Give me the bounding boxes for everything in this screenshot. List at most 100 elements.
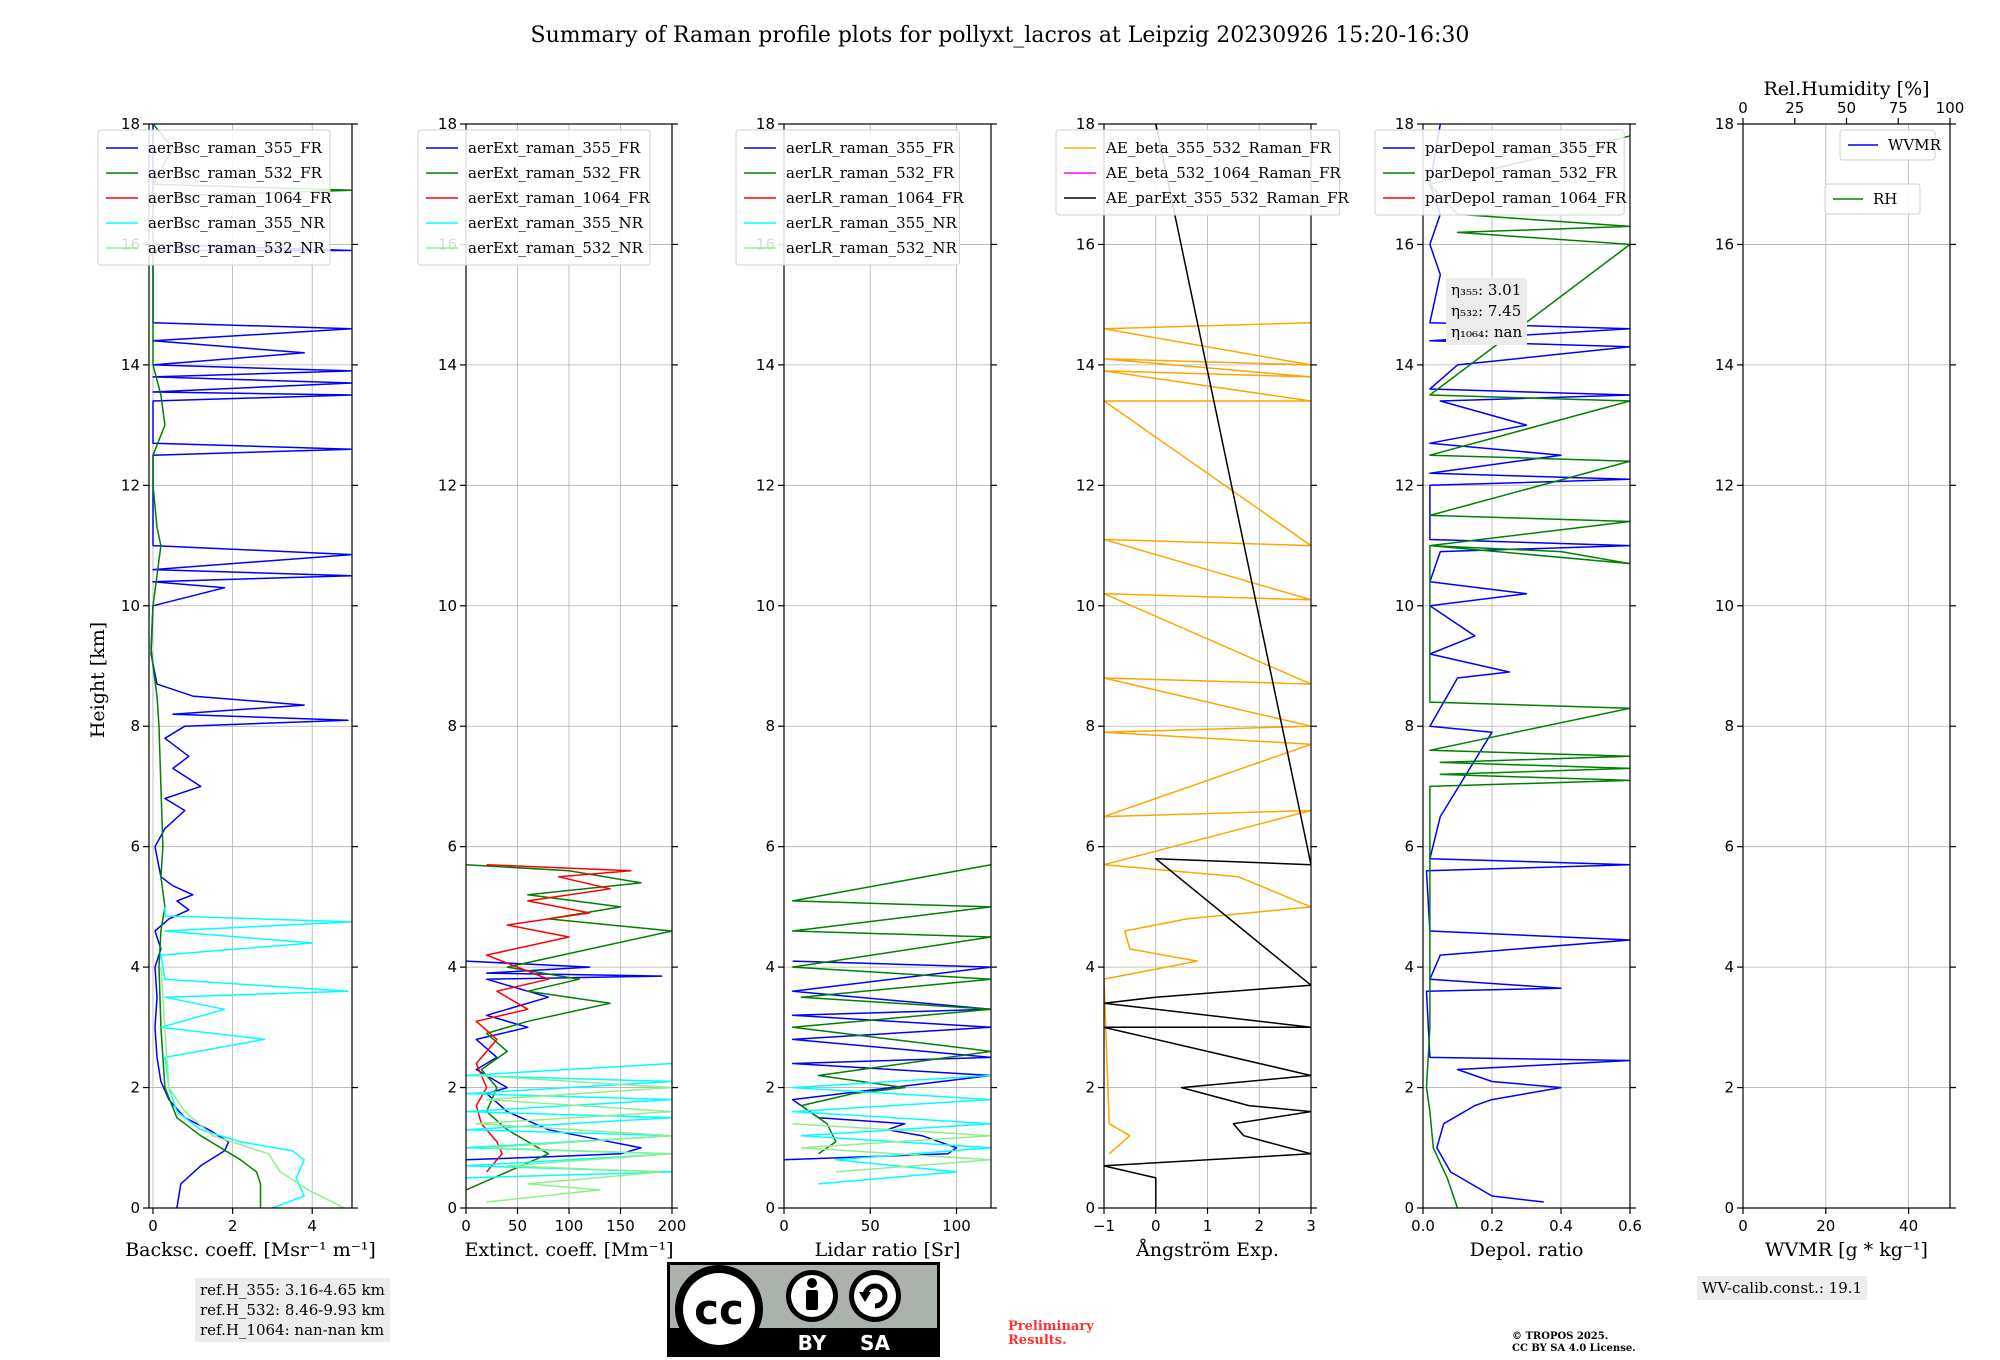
x-tick-label: 1 [1203, 1217, 1213, 1235]
top-x-tick-label: 25 [1785, 99, 1804, 117]
legend-ext: aerExt_raman_355_FR aerExt_raman_532_FRae… [417, 129, 651, 266]
copyright-note: © TROPOS 2025. CC BY SA 4.0 License. [1512, 1331, 1636, 1355]
panel-bsc: 024681012141618024Backsc. coeff. [Msr⁻¹ … [97, 115, 376, 1261]
x-tick-label: 3 [1306, 1217, 1316, 1235]
by-person-head-icon [807, 1278, 817, 1288]
top-x-tick-label: 100 [1936, 99, 1965, 117]
legend-label: aerBsc_raman_1064_FR [148, 189, 332, 207]
y-tick-label: 10 [438, 597, 457, 615]
ref-height-355: ref.H_355: 3.16-4.65 km [200, 1281, 385, 1299]
legend-lr: aerLR_raman_355_FR aerLR_raman_532_FR aerL… [735, 129, 964, 266]
top-x-tick-label: 75 [1889, 99, 1908, 117]
x-tick-label: 0 [779, 1217, 789, 1235]
legend-box [417, 129, 651, 266]
ref-height-532: ref.H_532: 8.46-9.93 km [200, 1301, 385, 1319]
cc-sa-label: SA [860, 1331, 890, 1355]
y-tick-label: 16 [1076, 235, 1095, 253]
y-tick-label: 0 [447, 1199, 457, 1217]
x-tick-label: 50 [508, 1217, 527, 1235]
x-tick-label: 0 [1738, 1217, 1748, 1235]
y-tick-label: 6 [130, 838, 140, 856]
x-tick-label: 0 [1151, 1217, 1161, 1235]
y-tick-label: 2 [1724, 1079, 1734, 1097]
axes-frame-lr [783, 123, 992, 1209]
series-line-AE_beta_355_532_Raman_FR [1104, 321, 1311, 1155]
y-tick-label: 6 [447, 838, 457, 856]
series-line-aerExt_raman_532_FR [466, 863, 672, 1191]
top-x-axis-label: Rel.Humidity [%] [1763, 78, 1929, 100]
legend-label: aerBsc_raman_532_NR [148, 239, 325, 257]
y-tick-label: 2 [765, 1079, 775, 1097]
legend-label: RH [1873, 190, 1897, 208]
y-tick-label: 10 [121, 597, 140, 615]
series-line-aerBsc_raman_532_FR [150, 124, 352, 1208]
y-tick-label: 16 [1715, 235, 1734, 253]
sa-arrow-icon [862, 1283, 888, 1309]
x-axis-label-depol: Depol. ratio [1470, 1239, 1584, 1261]
y-tick-label: 6 [1724, 838, 1734, 856]
series-line-aerExt_raman_355_NR [466, 1062, 672, 1179]
y-tick-label: 0 [1724, 1199, 1734, 1217]
y-tick-label: 2 [1085, 1079, 1095, 1097]
series-line-AE_parExt_355_532_Raman_FR [1104, 124, 1311, 1208]
cc-circle-inner [683, 1273, 755, 1345]
legend-ae: AE_beta_355_532_Raman_FR AE_beta_532_1064… [1055, 129, 1350, 216]
y-tick-label: 18 [438, 115, 457, 133]
legend-depol: parDepol_raman_355_FR parDepol_raman_532_… [1374, 129, 1627, 216]
axes-frame-bsc [148, 123, 353, 1209]
grid-ae [1103, 123, 1312, 1209]
y-tick-label: 14 [1715, 356, 1734, 374]
y-tick-label: 14 [121, 356, 140, 374]
cc-by-sa-license-logo: cc BY SA [667, 1262, 940, 1357]
legend-label: parDepol_raman_1064_FR [1425, 189, 1627, 207]
top-x-tick-label: 0 [1738, 99, 1748, 117]
grid-wv [1742, 123, 1950, 1209]
y-tick-label: 8 [1085, 717, 1095, 735]
series-group-lr [784, 863, 991, 1185]
sa-arrowhead-icon [859, 1292, 871, 1302]
preliminary-line-2: Results. [1008, 1333, 1067, 1348]
y-tick-label: 0 [765, 1199, 775, 1217]
y-tick-label: 12 [1395, 476, 1414, 494]
sa-icon-inner [854, 1275, 896, 1317]
legend-label: aerLR_raman_355_NR [786, 214, 957, 232]
series-line-aerExt_raman_1064_FR [475, 863, 632, 1173]
series-group-bsc [150, 124, 352, 1208]
y-tick-label: 18 [1395, 115, 1414, 133]
eta-532: η₅₃₂: 7.45 [1451, 302, 1522, 320]
eta-1064: η₁₀₆₄: nan [1451, 323, 1523, 341]
y-tick-label: 10 [1395, 597, 1414, 615]
y-tick-label: 8 [1404, 717, 1414, 735]
legend-label: aerLR_raman_532_FR [786, 164, 955, 182]
cc-logo-text: cc [694, 1285, 744, 1334]
top-x-tick-label: 50 [1837, 99, 1856, 117]
y-tick-label: 6 [1085, 838, 1095, 856]
y-tick-label: 0 [1404, 1199, 1414, 1217]
copyright-line-2: CC BY SA 4.0 License. [1512, 1343, 1636, 1354]
y-tick-label: 12 [756, 476, 775, 494]
legend-box [1839, 129, 1936, 161]
x-tick-label: 0.6 [1618, 1217, 1642, 1235]
x-tick-label: 0.2 [1480, 1217, 1504, 1235]
eta-355: η₃₅₅: 3.01 [1451, 281, 1522, 299]
grid-ext [465, 123, 673, 1209]
legend-label: aerLR_raman_1064_FR [786, 189, 964, 207]
series-group-ae [1104, 124, 1311, 1208]
legend-label: aerExt_raman_532_NR [468, 239, 644, 257]
panel-lr: 024681012141618050100Lidar ratio [Sr]aer… [735, 115, 997, 1261]
axes-frame-depol [1422, 123, 1631, 1209]
figure-title: Summary of Raman profile plots for polly… [531, 23, 1470, 48]
legend-label: aerExt_raman_355_NR [468, 214, 644, 232]
y-tick-label: 18 [1715, 115, 1734, 133]
y-tick-label: 4 [130, 958, 140, 976]
legend-box [97, 129, 331, 266]
legend-box [735, 129, 960, 266]
series-line-aerBsc_raman_532_NR [160, 967, 345, 1208]
y-tick-label: 14 [1395, 356, 1414, 374]
x-tick-label: 2 [228, 1217, 238, 1235]
panel-depol: 0 2 4 6 8 10 12 14 16 18 0.0 0.2 0.4 0.6 Depol. ratio p… [1374, 115, 1642, 1261]
y-tick-label: 4 [1724, 958, 1734, 976]
panel-ext: 024681012141618050100150200Extinct. coef… [417, 115, 686, 1261]
